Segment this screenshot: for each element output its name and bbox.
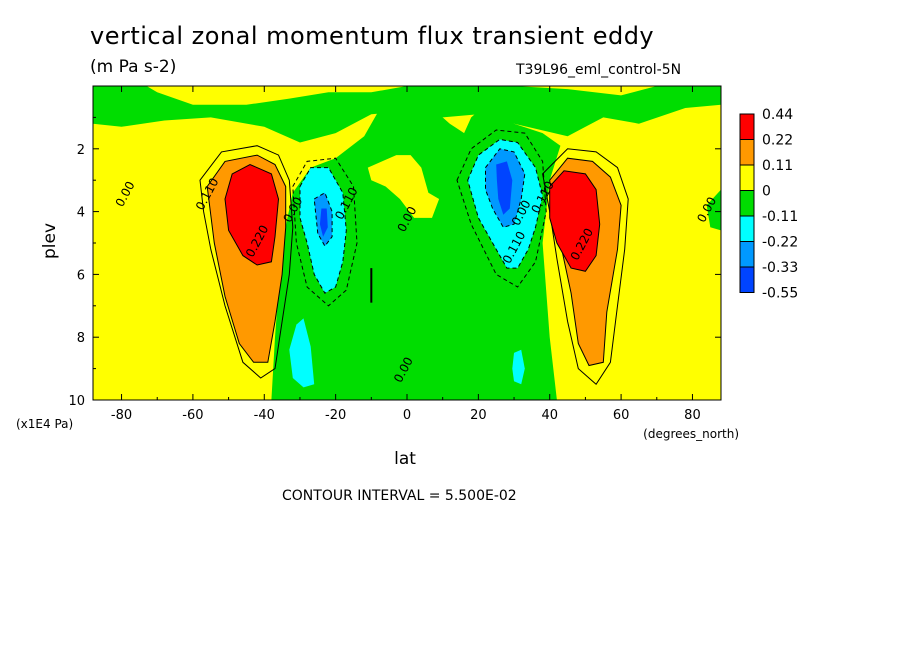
colorbar-swatch	[739, 241, 755, 268]
colorbar-label: -0.55	[762, 286, 798, 302]
x-axis-label: lat	[394, 449, 416, 469]
colorbar-swatch	[739, 190, 755, 217]
colorbar-label: 0.44	[762, 107, 793, 123]
region-positive-right-core	[549, 170, 601, 272]
run-id-label: T39L96_eml_control-5N	[516, 62, 682, 78]
colorbar-swatch	[739, 113, 755, 140]
colorbar-swatch	[739, 215, 755, 242]
region-negative-left-core	[319, 208, 328, 237]
y-tick-label: 4	[77, 206, 85, 221]
x-tick-label: -60	[182, 408, 203, 423]
region-positive-left-core	[224, 163, 280, 266]
colorbar-label: 0	[762, 184, 771, 200]
y-tick-label: 8	[77, 331, 85, 346]
x-tick-label: 40	[541, 408, 558, 423]
y-tick-label: 2	[77, 143, 85, 158]
region-negative-edge	[706, 189, 721, 231]
chart-title: vertical zonal momentum flux transient e…	[90, 22, 655, 50]
contour-right-neg-outer	[456, 129, 547, 288]
region-negative-right-core	[496, 161, 513, 215]
colorbar-label: 0.22	[762, 133, 793, 149]
y-tick-label: 10	[68, 394, 85, 409]
x-axis-units: (degrees_north)	[643, 427, 739, 441]
colorbar-label: -0.33	[762, 260, 798, 276]
x-tick-label: 80	[684, 408, 701, 423]
colorbar-swatch	[739, 139, 755, 166]
contour-left-neg-outer	[292, 157, 358, 307]
x-tick-label: 60	[613, 408, 630, 423]
region-negative-top	[93, 86, 721, 143]
contour-fields	[93, 86, 721, 400]
axes: -80 -60 -40 -20 0 20 40 60 80 2 4 6 8 10 lat plev (degre…	[16, 86, 739, 469]
x-tick-label: -40	[254, 408, 275, 423]
contour-right-outer	[542, 148, 629, 386]
chart-units: (m Pa s-2)	[90, 57, 177, 77]
colorbar-label: -0.11	[762, 209, 798, 225]
x-tick-label: -20	[325, 408, 346, 423]
x-tick-label: -80	[111, 408, 132, 423]
region-negative-left-low	[289, 318, 315, 388]
contour-left-outer	[199, 145, 294, 379]
y-tick-label: 6	[77, 268, 85, 283]
x-tick-label: 20	[470, 408, 487, 423]
y-axis-label: plev	[40, 223, 60, 259]
colorbar-label: 0.11	[762, 158, 793, 174]
region-negative-right-low	[512, 349, 525, 385]
colorbar-swatch	[739, 164, 755, 191]
contour-interval-label: CONTOUR INTERVAL = 5.500E-02	[282, 488, 517, 504]
colorbar-swatch	[739, 266, 755, 293]
colorbar-label: -0.22	[762, 235, 798, 251]
colorbar: 0.44 0.22 0.11 0 -0.11 -0.22 -0.33 -0.55	[739, 107, 798, 302]
y-axis-units: (x1E4 Pa)	[16, 417, 73, 431]
region-positive-center	[367, 155, 440, 218]
x-tick-label: 0	[403, 408, 411, 423]
